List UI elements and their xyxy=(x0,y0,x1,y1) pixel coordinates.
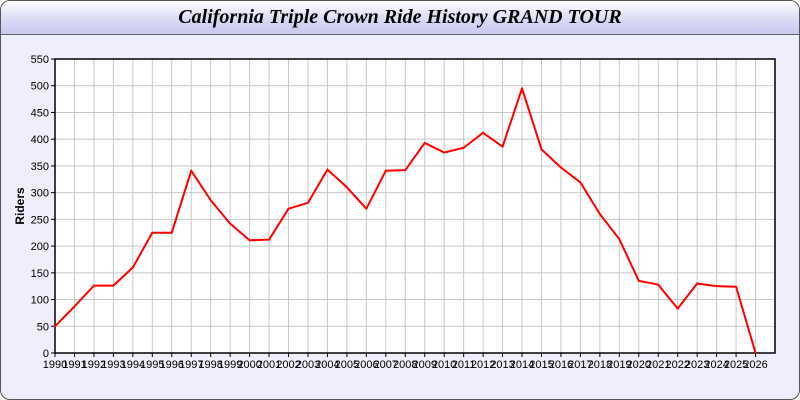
x-tick-label: 2009 xyxy=(412,359,436,371)
data-point xyxy=(618,238,621,241)
data-point xyxy=(112,284,115,287)
title-bar: California Triple Crown Ride History GRA… xyxy=(1,1,799,35)
x-tick-label: 1992 xyxy=(82,359,106,371)
y-tick-label: 300 xyxy=(31,188,49,200)
data-point xyxy=(345,186,348,189)
x-tick-label: 2023 xyxy=(685,359,709,371)
y-tick-label: 100 xyxy=(31,295,49,307)
y-tick-label: 350 xyxy=(31,161,49,173)
x-tick-label: 2024 xyxy=(704,359,728,371)
data-point xyxy=(521,87,524,90)
x-tick-label: 2017 xyxy=(568,359,592,371)
x-tick-label: 1999 xyxy=(218,359,242,371)
x-tick-label: 2002 xyxy=(276,359,300,371)
x-tick-label: 2005 xyxy=(335,359,359,371)
x-tick-label: 2026 xyxy=(743,359,767,371)
data-point xyxy=(268,238,271,241)
x-tick-label: 2022 xyxy=(665,359,689,371)
x-tick-label: 2006 xyxy=(354,359,378,371)
data-point xyxy=(190,169,193,172)
data-point xyxy=(462,146,465,149)
x-tick-label: 1990 xyxy=(43,359,67,371)
x-tick-label: 2013 xyxy=(490,359,514,371)
data-point xyxy=(559,166,562,169)
data-point xyxy=(248,239,251,242)
chart-title: California Triple Crown Ride History GRA… xyxy=(178,6,622,28)
data-point xyxy=(482,131,485,134)
y-tick-label: 200 xyxy=(31,241,49,253)
x-tick-label: 2012 xyxy=(471,359,495,371)
y-tick-label: 250 xyxy=(31,214,49,226)
x-tick-label: 2011 xyxy=(452,359,476,371)
x-tick-label: 2014 xyxy=(510,359,534,371)
x-tick-label: 2007 xyxy=(374,359,398,371)
x-tick-label: 2001 xyxy=(257,359,281,371)
data-point xyxy=(754,352,757,354)
data-point xyxy=(306,201,309,204)
data-point xyxy=(501,145,504,148)
data-point xyxy=(540,148,543,151)
data-point xyxy=(637,279,640,282)
x-tick-label: 2019 xyxy=(607,359,631,371)
data-point xyxy=(73,305,76,308)
data-point xyxy=(598,213,601,216)
data-point xyxy=(229,222,232,225)
data-point xyxy=(657,283,660,286)
data-point xyxy=(326,168,329,171)
x-tick-label: 1993 xyxy=(101,359,125,371)
x-tick-label: 2021 xyxy=(646,359,670,371)
y-axis-label: Riders xyxy=(13,187,27,225)
data-point xyxy=(735,285,738,288)
x-tick-label: 2015 xyxy=(529,359,553,371)
data-point xyxy=(365,207,368,210)
data-point xyxy=(384,169,387,172)
x-tick-label: 2018 xyxy=(588,359,612,371)
x-tick-label: 2004 xyxy=(315,359,339,371)
x-tick-label: 2000 xyxy=(237,359,261,371)
x-tick-label: 1997 xyxy=(179,359,203,371)
data-point xyxy=(209,199,212,202)
x-tick-label: 1991 xyxy=(62,359,86,371)
x-tick-label: 2010 xyxy=(432,359,456,371)
data-point xyxy=(696,282,699,285)
data-point xyxy=(579,181,582,184)
data-point xyxy=(92,284,95,287)
x-tick-label: 1995 xyxy=(140,359,164,371)
data-point xyxy=(443,151,446,154)
plot-border xyxy=(54,58,776,354)
x-tick-label: 1998 xyxy=(198,359,222,371)
x-tick-label: 2003 xyxy=(296,359,320,371)
data-point xyxy=(151,231,154,234)
x-tick-label: 1994 xyxy=(121,359,145,371)
x-tick-label: 2020 xyxy=(627,359,651,371)
data-point xyxy=(131,266,134,269)
data-point xyxy=(170,231,173,234)
y-tick-label: 50 xyxy=(37,321,49,333)
y-tick-label: 500 xyxy=(31,81,49,93)
plot-area xyxy=(55,59,775,353)
data-point xyxy=(287,207,290,210)
data-point xyxy=(676,307,679,310)
y-tick-label: 150 xyxy=(31,268,49,280)
data-point xyxy=(54,325,56,328)
x-tick-label: 2016 xyxy=(549,359,573,371)
x-tick-label: 2025 xyxy=(724,359,748,371)
y-tick-label: 550 xyxy=(31,54,49,66)
data-point xyxy=(423,141,426,144)
x-tick-label: 2008 xyxy=(393,359,417,371)
data-point xyxy=(715,285,718,288)
y-tick-label: 0 xyxy=(43,348,49,360)
x-tick-label: 1996 xyxy=(160,359,184,371)
y-tick-label: 450 xyxy=(31,107,49,119)
data-point xyxy=(404,169,407,172)
y-tick-label: 400 xyxy=(31,134,49,146)
